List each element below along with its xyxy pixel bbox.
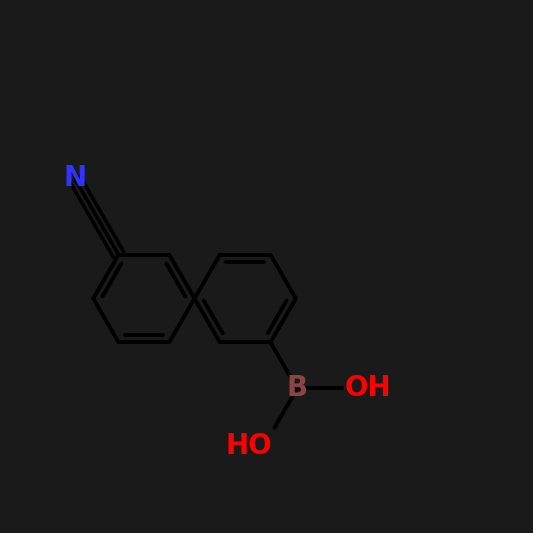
Text: N: N <box>63 165 86 192</box>
Text: OH: OH <box>345 375 392 402</box>
Text: B: B <box>287 375 308 402</box>
Text: HO: HO <box>225 432 272 460</box>
